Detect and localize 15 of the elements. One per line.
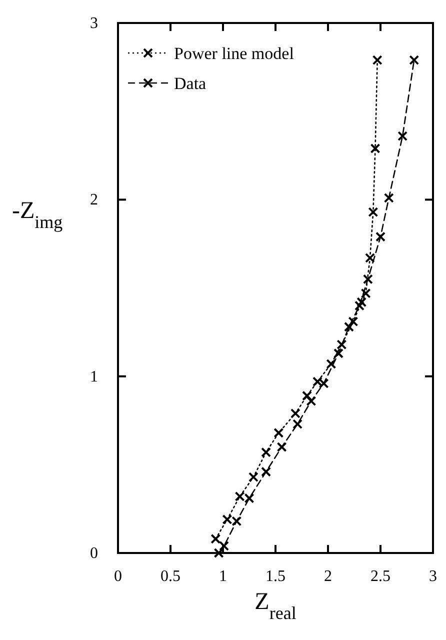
x-tick-label: 3 — [429, 568, 437, 585]
x-tick-label: 2 — [324, 568, 332, 585]
x-tick-label: 1 — [219, 568, 227, 585]
x-axis-title: Z$_{real}$ — [254, 589, 296, 623]
x-tick-label: 0.5 — [160, 568, 180, 585]
legend-label: Power line model — [174, 44, 294, 63]
y-tick-label: 0 — [90, 545, 98, 562]
x-tick-label: 2.5 — [370, 568, 390, 585]
y-tick-label: 3 — [90, 15, 98, 32]
y-tick-label: 2 — [90, 192, 98, 209]
x-tick-label: 1.5 — [266, 568, 286, 585]
legend-label: Data — [174, 74, 207, 93]
y-tick-label: 1 — [90, 368, 98, 386]
x-tick-label: 0 — [114, 568, 122, 585]
y-axis-title: -Z$_{img}$ — [12, 198, 63, 232]
